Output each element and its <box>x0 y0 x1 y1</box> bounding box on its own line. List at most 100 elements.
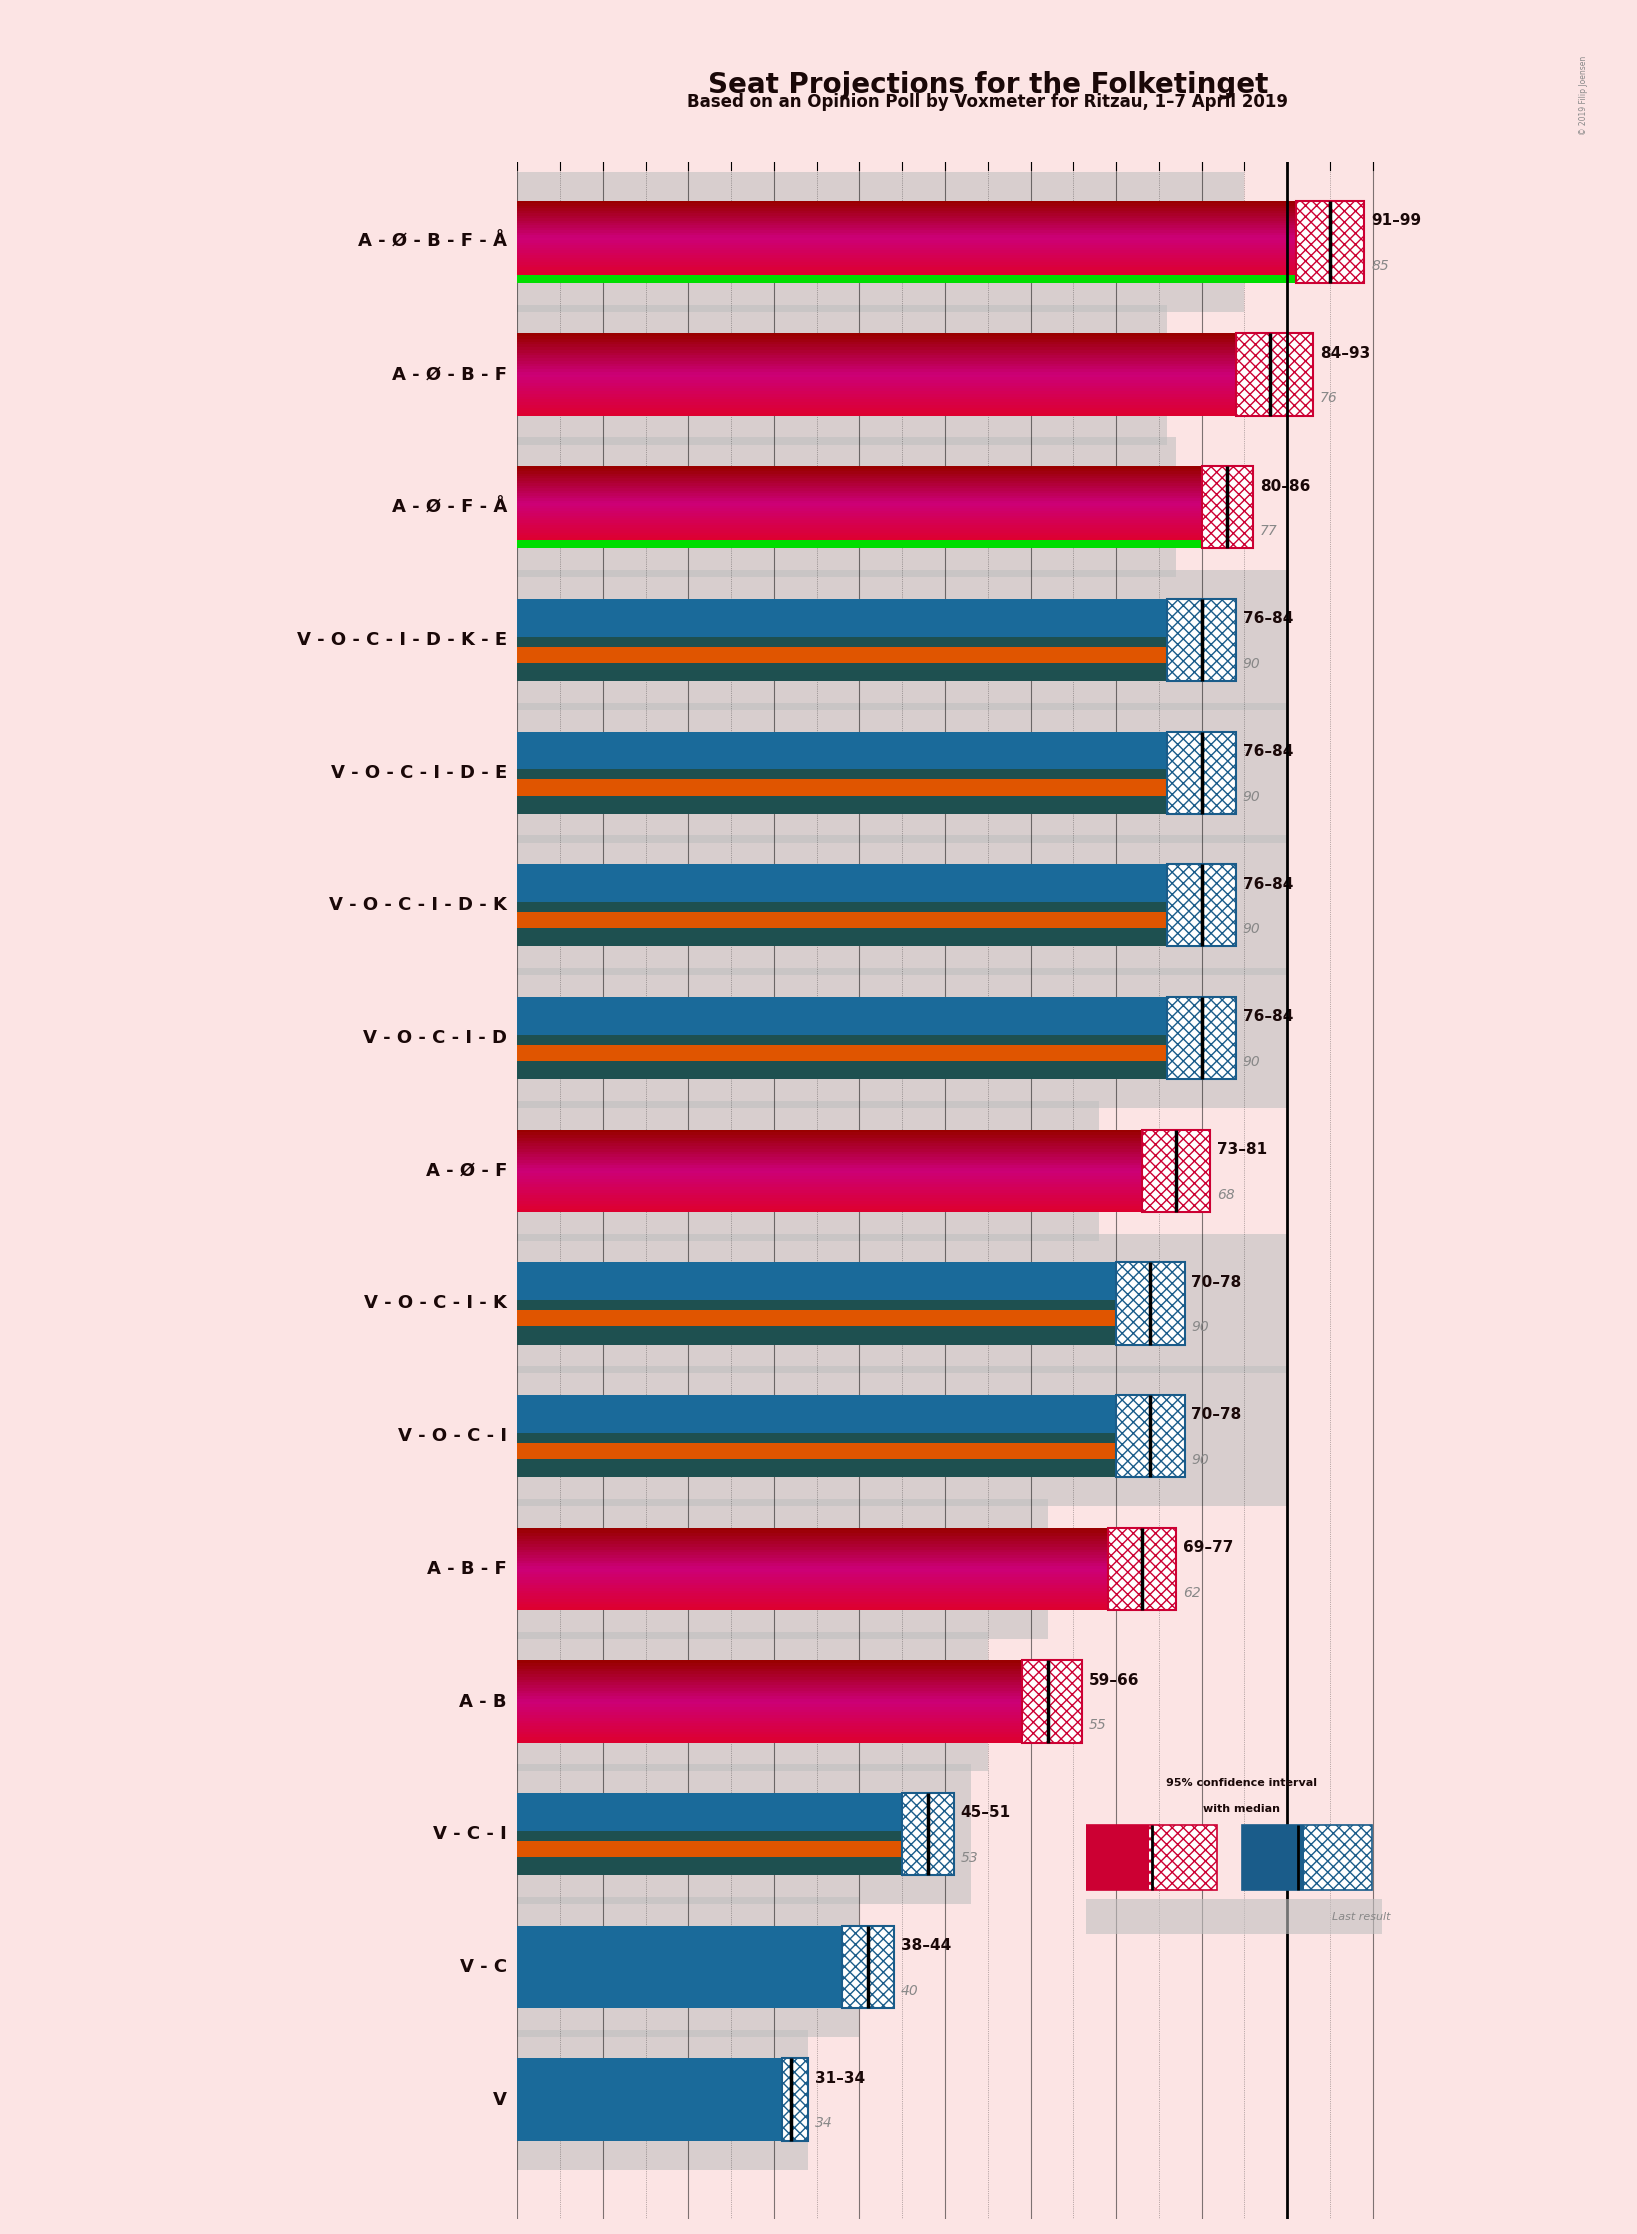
Bar <box>517 210 1297 212</box>
Bar <box>1087 1899 1382 1935</box>
Bar <box>517 967 1287 1108</box>
Bar <box>517 1034 1167 1046</box>
Bar <box>517 261 1297 266</box>
Bar <box>1202 467 1252 547</box>
Text: A - Ø - F: A - Ø - F <box>426 1162 507 1180</box>
Bar <box>517 257 1297 259</box>
Bar <box>517 1202 1141 1204</box>
Bar <box>517 1718 1021 1720</box>
Bar <box>517 393 1236 398</box>
Bar <box>517 1130 1141 1133</box>
Text: V - O - C - I - D - K: V - O - C - I - D - K <box>329 896 507 914</box>
Bar <box>517 1148 1141 1151</box>
Text: 76–84: 76–84 <box>1242 876 1293 891</box>
Bar <box>517 404 1236 407</box>
Bar <box>517 346 1236 351</box>
Bar <box>517 532 1202 536</box>
Bar <box>517 340 1236 342</box>
Text: A - Ø - F - Å: A - Ø - F - Å <box>391 498 507 516</box>
Bar <box>1021 1660 1082 1743</box>
Bar <box>517 491 1202 494</box>
Bar <box>517 248 1297 250</box>
Bar <box>517 226 1297 228</box>
Bar <box>517 527 1202 529</box>
Bar <box>517 996 1167 1034</box>
Bar <box>517 1061 1167 1079</box>
Bar <box>517 1233 1287 1374</box>
Bar <box>517 518 1202 521</box>
Bar <box>517 1689 1021 1691</box>
Bar <box>517 1593 1108 1597</box>
Bar <box>517 1530 1108 1533</box>
Bar <box>517 1794 902 1832</box>
Bar <box>517 731 1167 768</box>
Bar <box>517 353 1236 355</box>
Bar <box>517 1604 1108 1606</box>
Bar <box>517 1579 1108 1582</box>
Bar <box>517 1597 1108 1600</box>
Bar <box>517 221 1297 223</box>
Bar <box>517 500 1202 503</box>
Bar <box>517 1682 1021 1684</box>
Bar <box>517 1720 1021 1722</box>
Bar <box>517 1184 1141 1186</box>
Bar <box>517 496 1202 498</box>
Bar <box>517 1544 1108 1546</box>
Bar <box>517 1631 987 1772</box>
Bar <box>517 536 1202 538</box>
Bar <box>517 1841 902 1856</box>
Bar <box>517 471 1202 474</box>
Bar <box>1297 201 1364 284</box>
Bar <box>517 252 1297 255</box>
Bar <box>517 371 1236 375</box>
Bar <box>517 1155 1141 1157</box>
Bar <box>517 1832 902 1841</box>
Bar <box>517 1162 1141 1166</box>
Bar <box>517 246 1297 248</box>
Bar <box>517 1660 1021 1662</box>
Bar <box>517 1300 1116 1309</box>
Bar <box>517 355 1236 357</box>
Bar <box>517 1550 1108 1553</box>
Text: Last result: Last result <box>1333 1912 1391 1921</box>
Bar <box>517 382 1236 386</box>
Bar <box>517 498 1202 500</box>
Bar <box>517 1137 1141 1142</box>
Bar <box>517 467 1202 469</box>
Bar <box>517 304 1167 445</box>
Bar <box>517 1600 1108 1602</box>
Text: V: V <box>493 2091 507 2109</box>
Bar <box>517 1684 1021 1689</box>
Bar <box>517 1177 1141 1180</box>
Bar <box>517 1702 1021 1705</box>
Text: 91–99: 91–99 <box>1372 212 1421 228</box>
Text: 70–78: 70–78 <box>1192 1276 1241 1289</box>
Bar <box>1167 996 1236 1079</box>
Bar <box>517 375 1236 378</box>
Text: 90: 90 <box>1192 1452 1210 1468</box>
Bar <box>517 570 1287 710</box>
Text: 76–84: 76–84 <box>1242 612 1293 626</box>
Bar <box>517 1713 1021 1716</box>
Bar <box>1141 1130 1210 1211</box>
Bar <box>517 1557 1108 1562</box>
Bar <box>517 219 1297 221</box>
Text: 90: 90 <box>1192 1320 1210 1334</box>
Bar <box>517 223 1297 226</box>
Bar <box>517 237 1297 241</box>
Text: 45–51: 45–51 <box>961 1805 1010 1821</box>
Bar <box>782 2058 809 2140</box>
Text: 69–77: 69–77 <box>1184 1539 1233 1555</box>
Bar <box>1167 731 1236 813</box>
Bar <box>517 1731 1021 1734</box>
Bar <box>517 503 1202 505</box>
Text: 90: 90 <box>1242 1054 1260 1068</box>
Text: 70–78: 70–78 <box>1192 1407 1241 1423</box>
Text: V - O - C - I - D - E: V - O - C - I - D - E <box>331 764 507 782</box>
Bar <box>517 1564 1108 1566</box>
Bar <box>517 1582 1108 1586</box>
Bar <box>517 1182 1141 1184</box>
Bar <box>517 407 1236 411</box>
Bar <box>517 391 1236 393</box>
Bar <box>517 514 1202 516</box>
